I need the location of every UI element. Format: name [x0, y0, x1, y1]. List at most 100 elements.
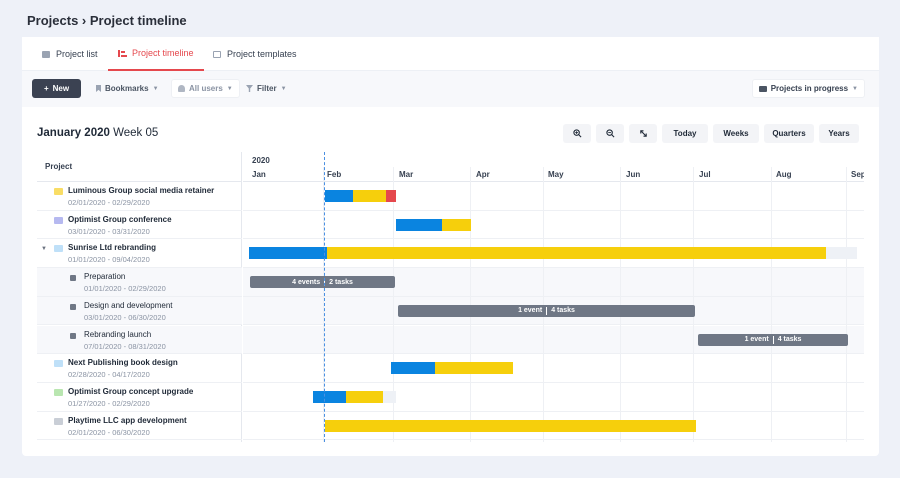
- tab-label: Project templates: [227, 49, 297, 59]
- chevron-down-icon: ▼: [280, 85, 287, 92]
- month-label: Sep: [851, 170, 864, 179]
- user-icon: [178, 85, 185, 92]
- timeline-row: [243, 239, 864, 269]
- row-dates: 02/01/2020 - 02/29/2020: [68, 198, 150, 207]
- next-publishing-bar[interactable]: [391, 362, 513, 375]
- rebranding-launch-bar[interactable]: 1 event 4 tasks: [698, 333, 848, 346]
- weeks-button[interactable]: Weeks: [713, 124, 759, 143]
- project-row[interactable]: Playtime LLC app development 02/01/2020 -…: [37, 412, 242, 441]
- bar-segment: [327, 247, 826, 260]
- bar-segment: [826, 247, 857, 260]
- collapse-toggle-icon[interactable]: ▼: [41, 246, 47, 253]
- timeline-row: [243, 182, 864, 211]
- bookmarks-dropdown[interactable]: Bookmarks ▼: [96, 79, 159, 98]
- month-label: Jul: [699, 170, 711, 179]
- years-button[interactable]: Years: [819, 124, 859, 143]
- zoom-in-button[interactable]: [563, 124, 591, 143]
- row-name: Playtime LLC app development: [68, 415, 187, 425]
- bar-segment: [383, 390, 396, 403]
- timeline-row: [243, 354, 864, 383]
- gantt-tools: Today Weeks Quarters Years: [563, 124, 859, 143]
- phase-row[interactable]: Design and development 03/01/2020 - 06/30…: [37, 296, 242, 326]
- folder-icon: [54, 360, 63, 368]
- timeline-row: [243, 383, 864, 412]
- folder-icon: [54, 245, 63, 253]
- concept-upgrade-bar[interactable]: [313, 390, 396, 403]
- playtime-bar[interactable]: [325, 419, 696, 432]
- toolbar: + New Bookmarks ▼ All users ▼ Filter ▼ P…: [22, 71, 879, 107]
- bar-segment: [325, 419, 696, 432]
- bar-segment: [249, 247, 327, 260]
- gantt-period-title: January 2020 Week 05: [37, 127, 158, 139]
- month-label: Aug: [776, 170, 792, 179]
- row-name: Luminous Group social media retainer: [68, 186, 215, 195]
- projects-in-progress-dropdown[interactable]: Projects in progress ▼: [751, 79, 865, 98]
- month-gridline: [323, 167, 324, 442]
- bar-segment: [442, 218, 471, 231]
- row-name: Optimist Group conference: [68, 214, 172, 224]
- projects-filter-label: Projects in progress: [770, 84, 849, 93]
- design-development-bar[interactable]: 1 event 4 tasks: [398, 304, 695, 317]
- today-button[interactable]: Today: [662, 124, 708, 143]
- new-button-label: New: [52, 84, 70, 93]
- bar-segment: [346, 390, 383, 403]
- month-gridline: [771, 167, 772, 442]
- events-count: 4 events: [292, 278, 321, 286]
- fit-to-screen-button[interactable]: [629, 124, 657, 143]
- bar-segment: [391, 362, 435, 375]
- quarters-button[interactable]: Quarters: [764, 124, 814, 143]
- month-label: May: [548, 170, 564, 179]
- new-button[interactable]: + New: [32, 79, 81, 98]
- project-row[interactable]: Next Publishing book design 02/28/2020 - …: [37, 354, 242, 383]
- row-name: Optimist Group concept upgrade: [68, 386, 194, 396]
- folder-icon: [54, 388, 63, 396]
- project-row[interactable]: Luminous Group social media retainer 02/0…: [37, 182, 242, 211]
- filter-label: Filter: [257, 84, 277, 93]
- zoom-out-button[interactable]: [596, 124, 624, 143]
- all-users-dropdown[interactable]: All users ▼: [171, 79, 240, 98]
- month-gridline: [846, 167, 847, 442]
- period-label: January 2020: [37, 127, 110, 139]
- folder-icon: [54, 188, 63, 195]
- row-dates: 02/01/2020 - 06/30/2020: [68, 427, 150, 437]
- timeline-area[interactable]: 2020 Jan Feb Mar Apr May Jun Jul Aug Sep 4 event…: [243, 152, 864, 442]
- luminous-bar[interactable]: [325, 190, 396, 202]
- optimist-conference-bar[interactable]: [396, 218, 471, 231]
- separator: [772, 335, 774, 344]
- tasks-count: 4 tasks: [551, 307, 575, 315]
- month-label: Mar: [399, 170, 414, 179]
- tab-project-templates[interactable]: Project templates: [203, 37, 307, 71]
- row-dates: 02/28/2020 - 04/17/2020: [68, 370, 150, 380]
- phase-row[interactable]: Rebranding launch 07/01/2020 - 08/31/2020: [37, 325, 242, 355]
- sunrise-bar[interactable]: [249, 247, 857, 260]
- row-dates: 01/01/2020 - 09/04/2020: [68, 255, 150, 265]
- phase-row[interactable]: Preparation 01/01/2020 - 02/29/2020: [37, 268, 242, 297]
- bookmark-icon: [96, 85, 101, 92]
- project-row[interactable]: Optimist Group conference 03/01/2020 - 03…: [37, 211, 242, 240]
- row-dates: 03/01/2020 - 03/31/2020: [68, 226, 150, 236]
- bar-segment: [386, 190, 396, 202]
- month-label: Jan: [252, 170, 266, 179]
- events-count: 1 event: [518, 307, 543, 315]
- project-row[interactable]: Optimist Group concept upgrade 01/27/2020…: [37, 383, 242, 412]
- bar-segment: [325, 190, 353, 202]
- bookmarks-label: Bookmarks: [105, 84, 149, 93]
- month-label: Feb: [327, 170, 342, 179]
- month-gridline: [620, 167, 621, 442]
- tab-project-timeline[interactable]: Project timeline: [108, 37, 204, 71]
- month-label: Jun: [626, 170, 641, 179]
- week-label: Week 05: [113, 127, 159, 139]
- timeline-row: [243, 412, 864, 441]
- row-dates: 07/01/2020 - 08/31/2020: [84, 341, 166, 351]
- zoom-in-icon: [572, 129, 581, 138]
- tab-bar: Project list Project timeline Project te…: [22, 37, 879, 71]
- row-name: Next Publishing book design: [68, 358, 178, 368]
- filter-icon: [246, 85, 253, 92]
- tab-project-list[interactable]: Project list: [32, 37, 108, 71]
- gantt-chart: Project Luminous Group social media reta…: [37, 152, 864, 442]
- bar-segment: [435, 362, 513, 375]
- tasks-count: 4 tasks: [777, 336, 802, 343]
- preparation-bar[interactable]: 4 events 2 tasks: [250, 276, 395, 289]
- filter-dropdown[interactable]: Filter ▼: [246, 79, 287, 98]
- project-row[interactable]: ▼ Sunrise Ltd rebranding 01/01/2020 - 09/0…: [37, 239, 242, 269]
